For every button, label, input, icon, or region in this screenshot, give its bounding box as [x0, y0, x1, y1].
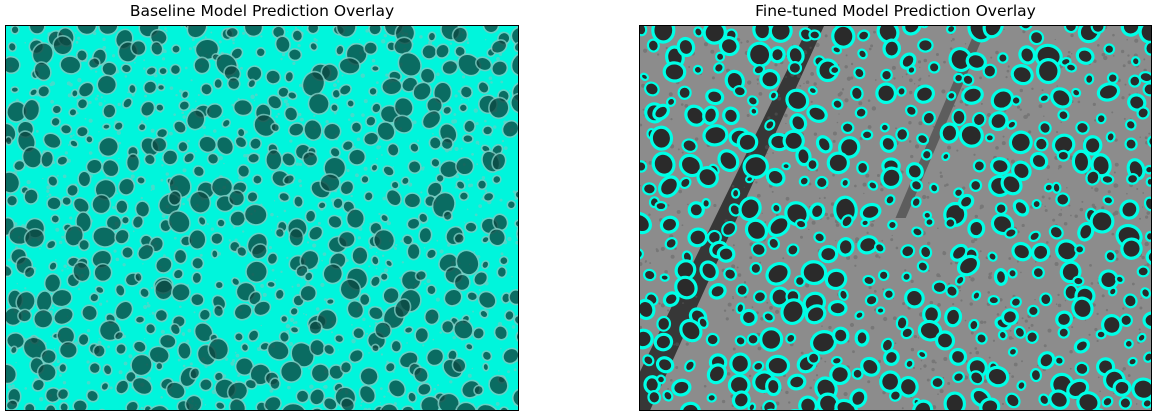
baseline-overlay-canvas: [6, 26, 518, 410]
finetuned-panel-title: Fine-tuned Model Prediction Overlay: [755, 2, 1036, 20]
finetuned-overlay-image: [639, 25, 1152, 411]
finetuned-overlay-canvas: [640, 26, 1151, 410]
baseline-overlay-image: [5, 25, 519, 411]
baseline-panel-title: Baseline Model Prediction Overlay: [129, 2, 395, 20]
